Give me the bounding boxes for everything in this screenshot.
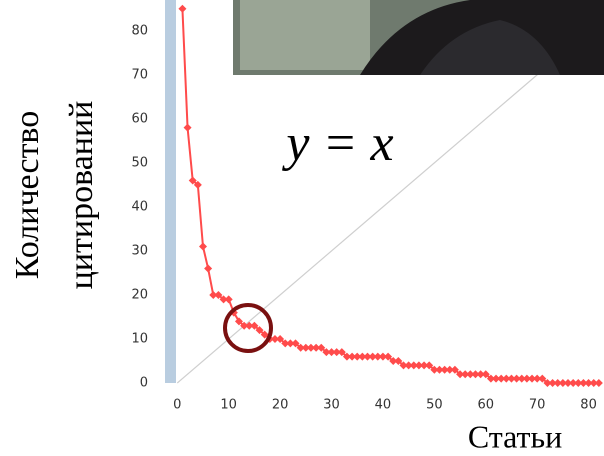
data-point (184, 124, 192, 132)
x-axis-label: Статьи (468, 418, 562, 454)
y-tick-label: 30 (131, 243, 148, 258)
y-tick-label: 0 (140, 376, 148, 391)
photo (233, 0, 604, 75)
axis-bar (165, 0, 176, 383)
y-axis-label: цитирований (63, 101, 100, 290)
x-tick-label: 20 (272, 398, 289, 413)
x-tick-label: 70 (529, 398, 546, 413)
page: 0 10 20 30 40 50 60 70 80 0 10 20 30 40 50 60 70 80 y = x… (0, 0, 604, 456)
y-axis-label: Количество (9, 111, 46, 280)
x-tick-label: 30 (323, 398, 340, 413)
x-tick-label: 50 (426, 398, 443, 413)
x-tick-label: 10 (220, 398, 237, 413)
x-tick-label: 80 (580, 398, 597, 413)
data-point (178, 5, 186, 13)
y-tick-label: 60 (131, 111, 148, 126)
chart: 0 10 20 30 40 50 60 70 80 0 10 20 30 40 50 60 70 80 y = x… (0, 0, 604, 456)
data-point (199, 243, 207, 251)
y-tick-label: 50 (131, 155, 148, 170)
y-tick-label: 20 (131, 287, 148, 302)
data-point (225, 295, 233, 303)
x-tick-label: 60 (477, 398, 494, 413)
y-tick-label: 70 (131, 67, 148, 82)
y-tick-label: 80 (131, 23, 148, 38)
x-tick-label: 40 (375, 398, 392, 413)
data-point (595, 379, 603, 387)
data-point (204, 265, 212, 273)
annotation: y = x (281, 115, 393, 172)
y-tick-label: 40 (131, 199, 148, 214)
x-tick-label: 0 (173, 398, 181, 413)
y-tick-label: 10 (131, 331, 148, 346)
